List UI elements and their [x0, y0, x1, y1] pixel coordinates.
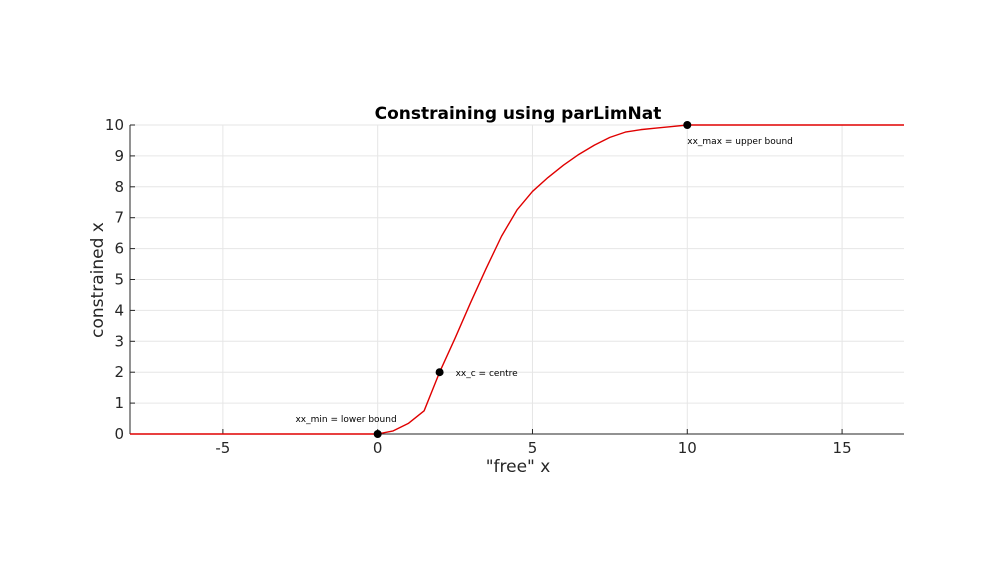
point-annotation: xx_max = upper bound	[687, 137, 793, 147]
y-tick-label: 9	[114, 147, 124, 165]
data-point	[373, 430, 382, 438]
tick-labels: -5 0 5 10 15 0 1 2 3 4 5 6 7 8 9 10	[105, 116, 852, 457]
y-tick-label: 8	[114, 178, 124, 196]
chart-title: Constraining using parLimNat	[375, 104, 662, 124]
y-tick-label: 6	[114, 240, 124, 258]
x-tick-label: 15	[833, 439, 852, 457]
y-tick-label: 5	[114, 271, 124, 289]
x-axis-label: "free" x	[486, 457, 551, 477]
data-point	[683, 121, 692, 129]
series	[130, 124, 904, 435]
point-annotation: xx_min = lower bound	[295, 415, 396, 425]
series-line	[130, 124, 904, 435]
y-tick-label: 0	[114, 425, 124, 443]
y-tick-label: 1	[114, 394, 124, 412]
x-tick-label: 0	[373, 439, 383, 457]
y-tick-label: 4	[114, 301, 124, 319]
y-tick-label: 2	[114, 363, 124, 381]
point-annotation: xx_c = centre	[456, 369, 519, 379]
grid	[130, 124, 904, 435]
x-tick-label: 5	[528, 439, 538, 457]
y-tick-label: 10	[105, 116, 124, 134]
x-tick-label: 10	[678, 439, 697, 457]
y-tick-label: 7	[114, 209, 124, 227]
marked-points: xx_min = lower bound xx_c = centre xx_max …	[295, 121, 793, 438]
y-axis-label: constrained x	[88, 222, 108, 338]
y-tick-label: 3	[114, 332, 124, 350]
data-point	[435, 368, 444, 377]
x-tick-label: -5	[215, 439, 230, 457]
